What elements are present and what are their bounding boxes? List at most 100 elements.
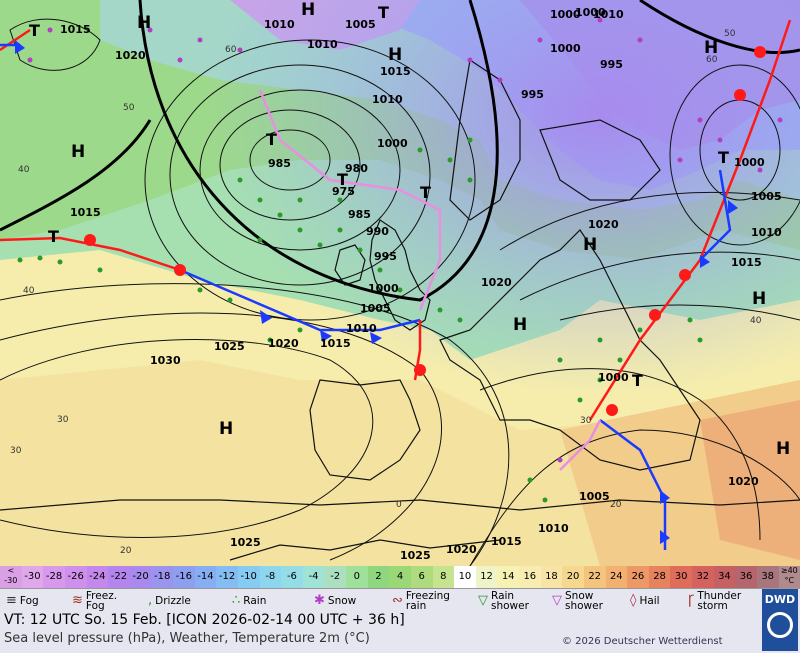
temperature-scale-cell: -4: [302, 566, 325, 588]
pressure-label: 1015: [380, 65, 411, 78]
low-center: T: [632, 371, 643, 390]
isotherm-label: 30: [57, 415, 69, 425]
temperature-scale-cell: -2: [324, 566, 346, 588]
pressure-label: 1005: [345, 18, 376, 31]
low-center: T: [266, 130, 277, 149]
temperature-scale-cell: 18: [540, 566, 563, 588]
isotherm-label: 40: [18, 165, 30, 175]
pressure-label: 1005: [579, 490, 610, 503]
pressure-label: 980: [345, 162, 368, 175]
dwd-logo: DWD: [762, 589, 798, 651]
high-pressure-centers: H H H H H H H H H H: [71, 0, 790, 459]
freezing-rain-icon: ∾: [392, 593, 403, 608]
pressure-label: 995: [521, 88, 544, 101]
pressure-label: 1010: [751, 226, 782, 239]
legend-fog: ≡ Fog: [6, 593, 39, 608]
pressure-label: 1000: [368, 282, 399, 295]
legend-rain-shower: ▽ Rain shower: [478, 590, 529, 612]
high-pressure-isobars: [0, 0, 800, 302]
pressure-label: 1015: [60, 23, 91, 36]
isobars: [0, 18, 800, 566]
temperature-scale-cell: 26: [627, 566, 649, 588]
pressure-label: 975: [332, 185, 355, 198]
rain-icon: ∴: [232, 593, 241, 608]
temperature-scale-cell: 10: [454, 566, 476, 588]
temperature-scale-cell: -6: [281, 566, 303, 588]
pressure-label: 1010: [264, 18, 295, 31]
pressure-label: 1010: [372, 93, 403, 106]
low-pressure-centers: T T T T T T T T: [29, 3, 729, 390]
high-center: H: [752, 289, 766, 309]
pressure-labels: 1015 1020 1010 1005 1010 1015 1000 1000 …: [60, 6, 782, 562]
temperature-scale-cell: ≥40 °C: [778, 566, 800, 588]
pressure-label: 1005: [360, 302, 391, 315]
isotherm-label: 60: [706, 55, 718, 65]
high-center: H: [219, 419, 233, 439]
temperature-scale-cell: -10: [237, 566, 260, 588]
dwd-swirl-icon: [767, 612, 793, 638]
temperature-scale: < -30 -30 -28 -26 -24 -22 -20 -18 -16 -14 -12 -10 -8…: [0, 566, 800, 589]
isotherm-label: 40: [750, 316, 762, 326]
legend-snow: ✱ Snow: [314, 593, 357, 608]
temperature-scale-cell: 14: [497, 566, 519, 588]
pressure-label: 1025: [400, 549, 431, 562]
temperature-scale-cell: -28: [43, 566, 65, 588]
legend-hail: ◊ Hail: [630, 593, 660, 608]
low-center: T: [420, 183, 431, 202]
high-center: H: [301, 0, 315, 20]
high-center: H: [513, 315, 527, 335]
copyright: © 2026 Deutscher Wetterdienst: [562, 636, 723, 647]
isotherm-label: 60: [225, 45, 237, 55]
pressure-label: 1010: [307, 38, 338, 51]
low-center: T: [29, 21, 40, 40]
temperature-scale-cell: 22: [583, 566, 606, 588]
high-center: H: [776, 439, 790, 459]
thunderstorm-icon: Ꞅ: [688, 593, 695, 608]
temperature-scale-cell: 0: [346, 566, 368, 588]
isotherm-label: 30: [10, 446, 22, 456]
front-markers: [15, 40, 766, 544]
legend-thunderstorm: Ꞅ Thunder storm: [688, 590, 742, 612]
temperature-scale-cell: < -30: [0, 566, 22, 588]
pressure-label: 1000: [575, 6, 606, 19]
isotherm-label: 20: [120, 546, 132, 556]
pressure-label: 1020: [588, 218, 619, 231]
temperature-scale-cell: 24: [605, 566, 628, 588]
pressure-label: 1015: [70, 206, 101, 219]
snow-shower-icon: ▽: [552, 593, 562, 608]
temperature-scale-cell: 20: [562, 566, 584, 588]
temperature-scale-cell: 16: [519, 566, 541, 588]
high-center: H: [71, 142, 85, 162]
temperature-scale-cell: -30: [21, 566, 44, 588]
fog-icon: ≡: [6, 593, 17, 608]
legend-drizzle: , Drizzle: [148, 593, 191, 608]
weather-legend: ≡ Fog ≋ Freez. Fog , Drizzle ∴ Rain ✱ Sn…: [0, 589, 760, 613]
temperature-scale-cell: -14: [194, 566, 217, 588]
temperature-scale-cell: 34: [713, 566, 736, 588]
temperature-scale-cell: 12: [475, 566, 498, 588]
pressure-label: 1020: [728, 475, 759, 488]
freezing-fog-icon: ≋: [72, 593, 83, 608]
rain-shower-icon: ▽: [478, 593, 488, 608]
pressure-label: 1000: [377, 137, 408, 150]
pressure-label: 1005: [751, 190, 782, 203]
isotherm-label: 20: [610, 500, 622, 510]
pressure-label: 1010: [538, 522, 569, 535]
temperature-scale-cell: 30: [670, 566, 692, 588]
pressure-label: 1000: [550, 8, 581, 21]
pressure-label: 1020: [481, 276, 512, 289]
temperature-scale-cell: -24: [86, 566, 109, 588]
pressure-label: 1015: [491, 535, 522, 548]
pressure-label: 985: [268, 157, 291, 170]
pressure-label: 1020: [446, 543, 477, 556]
temperature-scale-cell: 36: [735, 566, 757, 588]
temperature-scale-cell: -20: [129, 566, 152, 588]
hail-icon: ◊: [630, 593, 637, 608]
pressure-label: 995: [374, 250, 397, 263]
pressure-label: 1015: [731, 256, 762, 269]
pressure-label: 990: [366, 225, 389, 238]
chart-subtitle: Sea level pressure (hPa), Weather, Tempe…: [4, 631, 370, 646]
isotherm-label: 40: [23, 286, 35, 296]
temperature-scale-cell: -18: [151, 566, 173, 588]
